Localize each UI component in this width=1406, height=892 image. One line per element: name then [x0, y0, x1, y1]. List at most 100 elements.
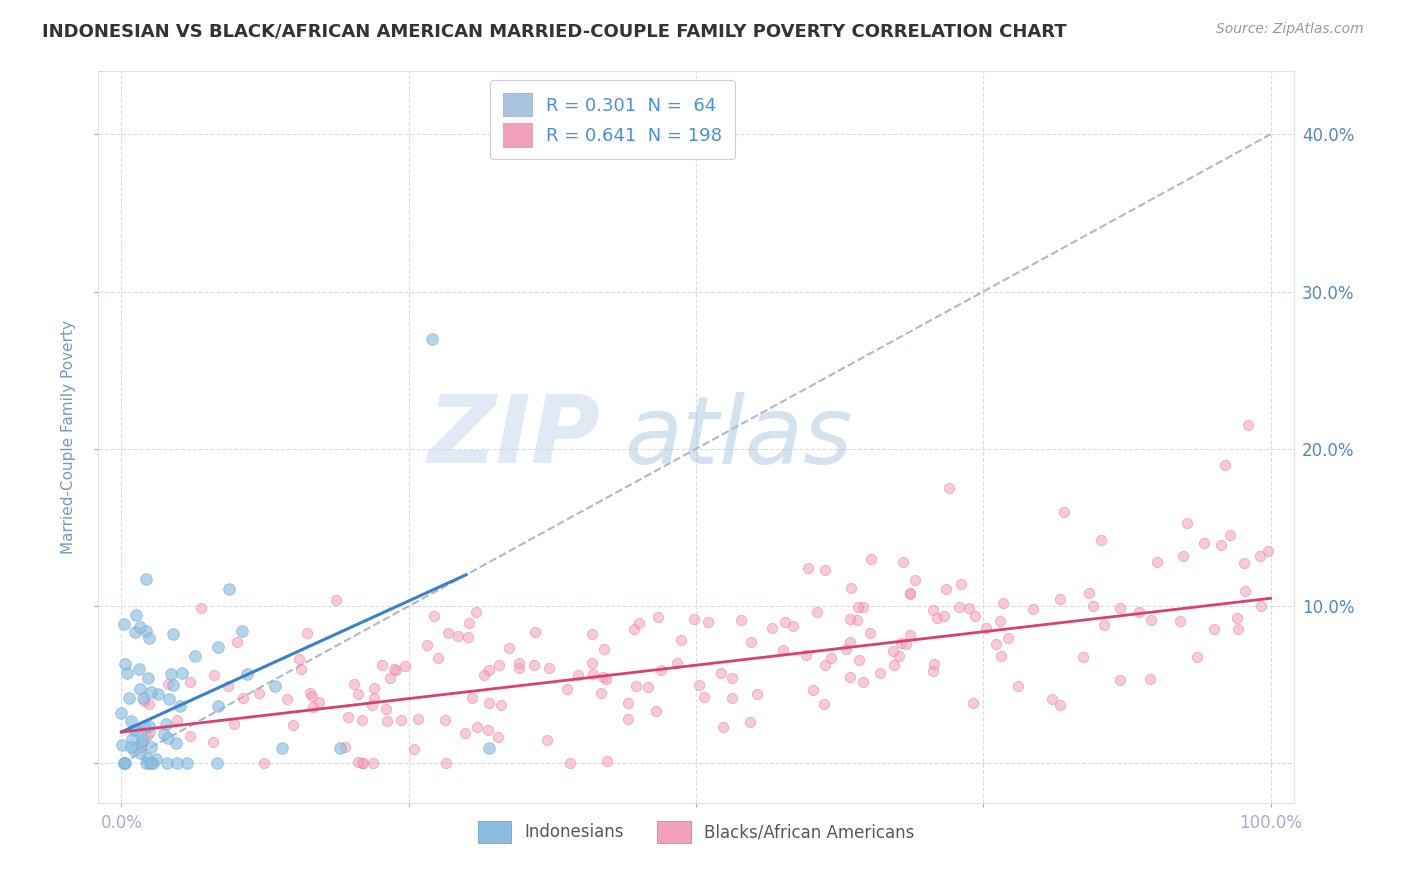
- Point: [129, 747, 152, 761]
- Point: [838, 635, 860, 649]
- Point: [624, 679, 647, 693]
- Point: [139, 725, 162, 739]
- Point: [595, 672, 617, 686]
- Point: [1168, 615, 1191, 629]
- Point: [537, 661, 560, 675]
- Point: [536, 732, 558, 747]
- Point: [669, 633, 692, 648]
- Text: Source: ZipAtlas.com: Source: ZipAtlas.com: [1216, 22, 1364, 37]
- Point: [950, 577, 973, 591]
- Point: [794, 648, 817, 662]
- Point: [204, 668, 226, 682]
- Point: [835, 641, 858, 656]
- Point: [740, 635, 762, 649]
- Point: [948, 600, 970, 615]
- Point: [118, 690, 141, 705]
- Point: [172, 665, 194, 680]
- Point: [921, 603, 943, 617]
- Point: [114, 657, 136, 671]
- Point: [1139, 673, 1161, 687]
- Point: [616, 712, 638, 726]
- Text: atlas: atlas: [624, 392, 852, 483]
- Point: [887, 648, 910, 663]
- Point: [434, 756, 457, 771]
- Point: [329, 740, 352, 755]
- Point: [129, 740, 152, 755]
- Point: [637, 680, 659, 694]
- Point: [782, 618, 804, 632]
- Point: [814, 658, 837, 673]
- Point: [350, 756, 373, 771]
- Point: [110, 706, 132, 720]
- Point: [416, 639, 439, 653]
- Point: [683, 612, 706, 626]
- Point: [1049, 591, 1071, 606]
- Point: [820, 651, 842, 665]
- Point: [138, 719, 160, 733]
- Point: [235, 667, 257, 681]
- Point: [420, 332, 443, 346]
- Point: [290, 662, 312, 676]
- Point: [1209, 538, 1232, 552]
- Point: [1108, 673, 1130, 687]
- Point: [205, 756, 228, 771]
- Point: [433, 714, 456, 728]
- Point: [761, 621, 783, 635]
- Point: [797, 561, 820, 575]
- Point: [134, 694, 156, 708]
- Point: [437, 626, 460, 640]
- Point: [404, 742, 426, 756]
- Point: [508, 661, 530, 675]
- Point: [135, 756, 157, 771]
- Point: [465, 721, 488, 735]
- Point: [363, 690, 385, 705]
- Point: [883, 657, 905, 672]
- Point: [166, 714, 188, 728]
- Point: [308, 695, 330, 709]
- Point: [457, 630, 479, 644]
- Point: [721, 690, 744, 705]
- Point: [201, 735, 224, 749]
- Point: [352, 713, 374, 727]
- Point: [489, 698, 512, 713]
- Point: [183, 649, 205, 664]
- Point: [859, 625, 882, 640]
- Point: [465, 605, 488, 619]
- Point: [385, 664, 408, 678]
- Point: [932, 608, 955, 623]
- Point: [1226, 611, 1249, 625]
- Y-axis label: Married-Couple Family Poverty: Married-Couple Family Poverty: [62, 320, 76, 554]
- Point: [993, 596, 1015, 610]
- Point: [1204, 622, 1226, 636]
- Point: [333, 740, 356, 755]
- Point: [896, 637, 918, 651]
- Point: [806, 605, 828, 619]
- Point: [814, 563, 837, 577]
- Point: [1083, 599, 1105, 613]
- Point: [524, 624, 547, 639]
- Point: [688, 678, 710, 692]
- Point: [190, 601, 212, 615]
- Point: [374, 701, 396, 715]
- Point: [160, 667, 183, 681]
- Point: [382, 662, 405, 676]
- Point: [346, 755, 368, 769]
- Point: [1233, 583, 1256, 598]
- Point: [422, 608, 444, 623]
- Point: [852, 674, 875, 689]
- Point: [1175, 516, 1198, 531]
- Point: [1049, 698, 1071, 712]
- Point: [176, 756, 198, 771]
- Point: [162, 626, 184, 640]
- Point: [1040, 691, 1063, 706]
- Point: [135, 750, 157, 764]
- Point: [696, 615, 718, 629]
- Point: [839, 669, 862, 683]
- Point: [128, 662, 150, 676]
- Point: [207, 699, 229, 714]
- Point: [343, 677, 366, 691]
- Point: [1140, 613, 1163, 627]
- Point: [1192, 536, 1215, 550]
- Point: [111, 738, 134, 752]
- Point: [148, 688, 170, 702]
